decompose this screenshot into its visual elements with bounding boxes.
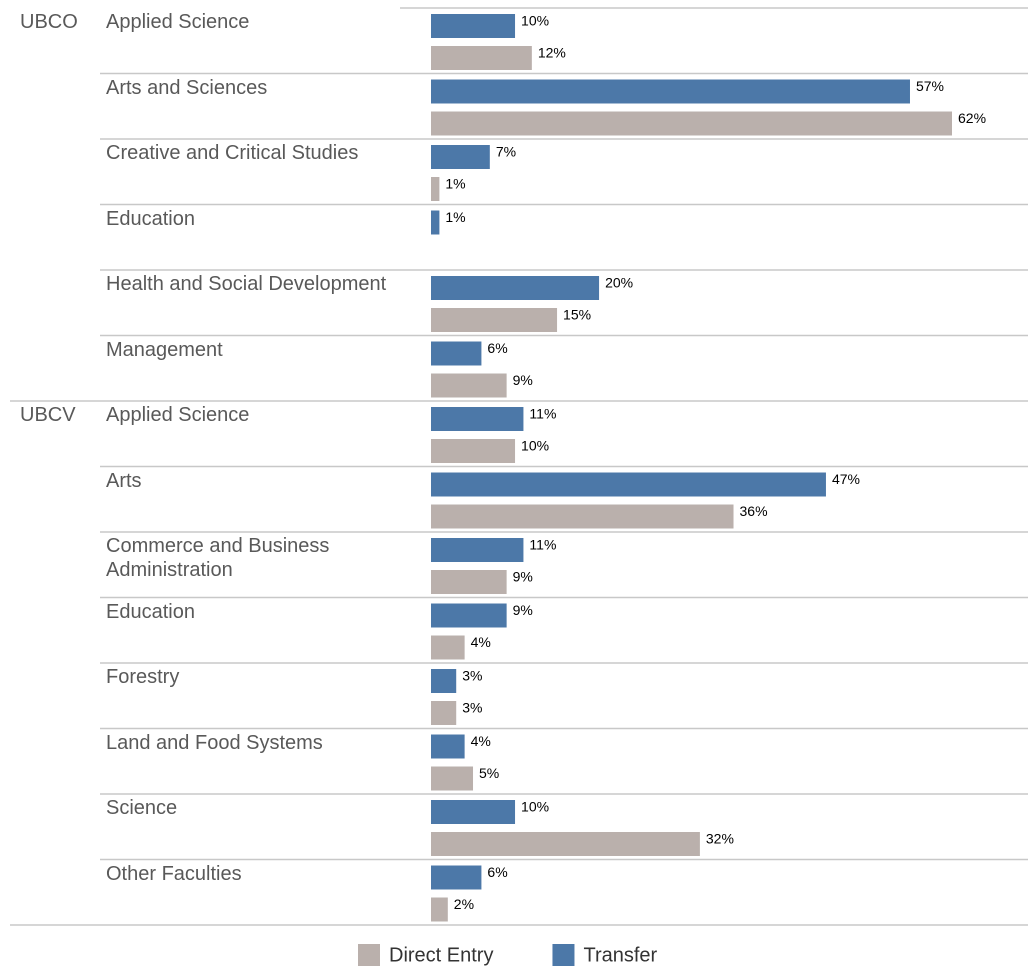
data-label: 11% — [529, 406, 556, 422]
data-label: 9% — [513, 372, 533, 388]
category-label: Forestry — [106, 666, 180, 688]
data-label: 3% — [462, 668, 482, 684]
category-label: Creative and Critical Studies — [106, 142, 359, 164]
category-label: Other Faculties — [106, 862, 242, 885]
bar — [431, 373, 507, 398]
bar — [431, 210, 440, 235]
data-label: 4% — [471, 634, 491, 650]
data-label: 5% — [479, 765, 499, 781]
bar — [431, 897, 448, 922]
data-label: 62% — [958, 110, 986, 126]
category-label: Commerce and Business Administration — [106, 535, 330, 581]
data-label: 47% — [832, 471, 860, 487]
data-label: 6% — [487, 340, 507, 356]
bar — [431, 734, 465, 759]
bar — [431, 800, 516, 824]
data-label: 12% — [538, 45, 566, 61]
category-label: Education — [106, 600, 195, 623]
category-label: Arts — [106, 469, 142, 492]
bar — [431, 407, 524, 431]
data-label: 9% — [513, 602, 533, 618]
data-label: 11% — [529, 537, 556, 553]
bar — [431, 635, 465, 660]
category-label: Management — [106, 338, 223, 361]
data-label: 32% — [706, 831, 734, 847]
data-label: 15% — [563, 307, 591, 323]
category-label: Arts and Sciences — [106, 76, 268, 99]
bar — [431, 472, 826, 497]
bar — [431, 308, 558, 332]
bar — [431, 669, 457, 693]
category-label: Health and Social Development — [106, 273, 387, 295]
legend-swatch — [358, 944, 380, 966]
data-label: 2% — [454, 896, 474, 912]
bar — [431, 14, 516, 38]
group-label: UBCV — [20, 404, 76, 426]
data-label: 57% — [916, 78, 944, 94]
bar — [431, 832, 700, 856]
group-label: UBCO — [20, 11, 78, 33]
bar — [431, 341, 482, 366]
bar — [431, 111, 952, 136]
bar — [431, 177, 440, 201]
bar — [431, 603, 507, 628]
bar — [431, 701, 457, 725]
data-label: 20% — [605, 275, 633, 291]
bar — [431, 570, 507, 594]
data-label: 10% — [521, 799, 549, 815]
bar — [431, 276, 600, 300]
category-label: Science — [106, 797, 178, 819]
bar — [431, 504, 734, 529]
data-label: 7% — [496, 144, 516, 160]
category-label: Applied Science — [106, 404, 250, 426]
data-label: 3% — [462, 700, 482, 716]
legend-label: Direct Entry — [389, 944, 493, 966]
category-label: Applied Science — [106, 11, 250, 33]
bar — [431, 46, 532, 70]
category-label: Land and Food Systems — [106, 731, 323, 754]
data-label: 6% — [487, 864, 507, 880]
bar — [431, 79, 910, 104]
data-label: 9% — [513, 569, 533, 585]
category-label: Education — [106, 207, 195, 230]
data-label: 10% — [521, 438, 549, 454]
bar — [431, 538, 524, 562]
data-label: 36% — [740, 503, 768, 519]
bar — [431, 439, 516, 463]
bar — [431, 865, 482, 890]
bar — [431, 145, 490, 169]
legend-swatch — [552, 944, 575, 966]
legend-label: Transfer — [583, 944, 657, 966]
data-label: 4% — [471, 733, 491, 749]
data-label: 1% — [445, 209, 465, 225]
data-label: 1% — [445, 176, 465, 192]
bar — [431, 766, 474, 791]
data-label: 10% — [521, 13, 549, 29]
